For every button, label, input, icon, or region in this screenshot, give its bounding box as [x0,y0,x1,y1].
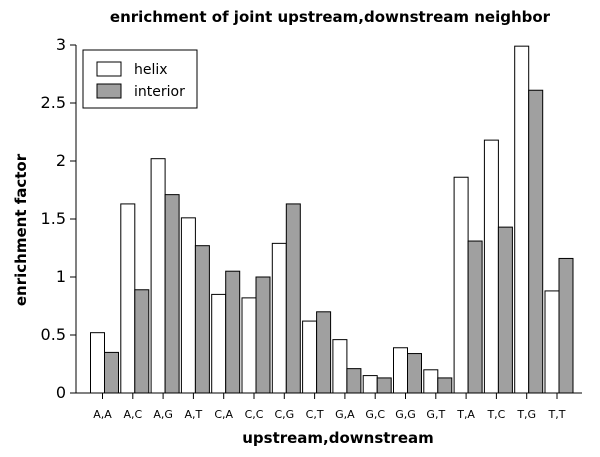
bar-interior-A-G [164,194,180,394]
bar-interior-G-G [407,353,422,394]
bar-interior-T-G [528,89,544,394]
legend-swatch-interior [96,83,122,99]
y-tick-label: 1 [56,267,66,286]
x-axis-label: upstream,downstream [242,429,434,447]
x-tick-label: G,C [365,408,385,421]
bar-helix-C-C [241,297,257,394]
y-tick-label: 2 [56,151,66,170]
bar-helix-A-T [180,217,196,394]
bar-interior-C-T [316,311,332,394]
y-tick-label: 0 [56,383,66,402]
bar-interior-G-C [376,377,392,394]
bar-helix-T-G [514,45,530,394]
bar-helix-G-C [362,375,378,394]
bar-helix-T-A [453,176,469,394]
y-tick-label: 3 [56,35,66,54]
bar-interior-C-A [225,270,241,394]
bar-helix-G-A [332,339,348,394]
bar-helix-T-C [483,139,499,394]
bar-helix-A-G [150,158,166,394]
legend-label-interior: interior [134,84,185,100]
bar-helix-C-A [211,293,227,394]
chart-title: enrichment of joint upstream,downstream … [110,8,551,26]
bar-interior-C-C [255,276,271,394]
bar-interior-T-T [558,257,574,394]
legend: helix interior [82,49,198,109]
legend-swatch-helix [96,61,122,77]
x-tick-label: C,C [245,408,264,421]
x-tick-label: G,T [426,408,445,421]
bar-interior-A-A [104,351,119,394]
x-tick-label: T,A [456,408,475,421]
y-tick-label: 0.5 [41,325,66,344]
bar-interior-C-G [285,203,301,394]
x-tick-label: C,T [306,408,324,421]
bar-interior-A-C [134,289,150,394]
bar-interior-G-T [437,377,453,394]
bars [90,45,574,394]
x-tick-label: C,G [274,408,294,421]
bar-interior-A-T [194,245,210,394]
x-tick-label: G,G [395,408,416,421]
bar-interior-G-A [346,368,362,394]
bar-helix-T-T [544,290,560,394]
legend-label-helix: helix [134,62,168,78]
x-tick-label: T,C [486,408,505,421]
bar-helix-A-A [90,332,105,394]
bar-interior-T-A [467,240,483,394]
x-tick-label: A,G [153,408,173,421]
bar-helix-A-C [120,203,136,394]
bar-helix-G-G [393,347,408,394]
bar-helix-C-G [271,242,287,394]
bar-interior-T-C [497,226,513,394]
bar-helix-G-T [423,369,439,394]
x-tick-label: G,A [335,408,355,421]
x-tick-label: T,T [548,408,566,421]
x-tick-label: T,G [516,408,536,421]
axis-ticks: 0 0.5 1 1.5 2 2.5 3 A,A A,C A,G A,T C,A C,C C,G C,T G,A… [41,35,566,421]
y-tick-label: 2.5 [41,93,66,112]
x-tick-label: A,T [185,408,203,421]
y-axis-label: enrichment factor [12,153,30,306]
y-tick-label: 1.5 [41,209,66,228]
bar-helix-C-T [302,320,318,394]
x-tick-label: A,A [93,408,112,421]
x-tick-label: C,A [214,408,233,421]
x-tick-label: A,C [123,408,142,421]
